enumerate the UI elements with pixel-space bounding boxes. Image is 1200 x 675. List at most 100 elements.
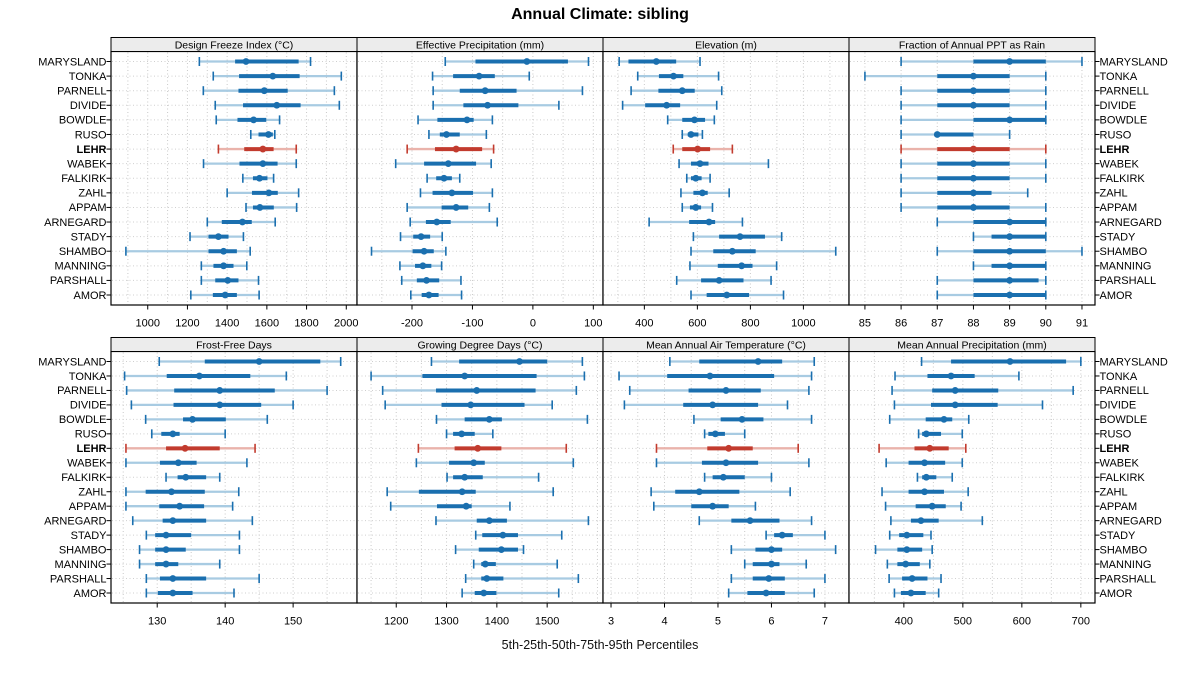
percentile-row-appam <box>884 501 962 511</box>
median-dot <box>691 116 698 124</box>
percentile-row-amor <box>190 290 260 300</box>
strip-header <box>848 37 1096 52</box>
panel-mean-annual-precipitation: Mean Annual Precipitation (mm) 400 500 600 7… <box>848 337 1096 628</box>
percentile-row-arnegard <box>206 217 276 227</box>
site-label-left-amor: AMOR <box>74 290 107 302</box>
median-dot <box>452 145 460 153</box>
percentile-row-lehr <box>878 443 967 453</box>
median-dot <box>722 459 730 467</box>
percentile-row-parshall <box>200 275 260 285</box>
median-dot <box>255 358 263 365</box>
median-dot <box>425 291 433 299</box>
median-dot <box>523 58 531 65</box>
percentile-row-amor <box>690 290 785 300</box>
median-dot <box>168 488 175 496</box>
strip-title-frost-free-days: Frost-Free Days <box>196 339 272 351</box>
site-label-left-arnegard: ARNEGARD <box>44 515 106 527</box>
percentile-row-appam <box>900 202 1047 212</box>
site-label-left-parshall: PARSHALL <box>50 275 107 287</box>
site-label-right-ruso: RUSO <box>1100 129 1132 141</box>
percentile-row-amor <box>936 290 1047 300</box>
median-dot <box>709 401 717 409</box>
percentile-row-lehr <box>655 443 799 453</box>
axis-tick-label: 1800 <box>294 318 318 330</box>
median-dot <box>951 401 959 409</box>
site-label-right-wabek: WABEK <box>1100 458 1140 470</box>
median-dot <box>970 72 977 80</box>
median-dot <box>433 218 441 226</box>
percentile-row-falkirk <box>165 472 221 482</box>
median-dot <box>695 488 703 496</box>
median-dot <box>483 575 491 582</box>
site-label-right-parshall: PARSHALL <box>1100 275 1157 287</box>
percentile-row-tonka <box>431 71 531 81</box>
median-dot <box>902 560 910 568</box>
percentile-row-divide <box>623 400 789 410</box>
median-dot <box>497 546 505 553</box>
median-dot <box>215 233 222 241</box>
percentile-row-manning <box>689 261 778 271</box>
percentile-row-appam <box>245 202 298 212</box>
site-label-right-parnell: PARNELL <box>1100 385 1149 397</box>
percentile-row-marysland <box>920 357 1082 366</box>
site-label-right-bowdle: BOWDLE <box>1100 414 1148 426</box>
median-dot <box>419 262 427 270</box>
axis-tick-label: 100 <box>584 318 602 330</box>
median-dot <box>1006 277 1014 284</box>
percentile-row-bowdle <box>888 414 970 424</box>
site-label-left-manning: MANNING <box>55 261 107 273</box>
percentile-row-stady <box>189 232 245 242</box>
site-label-right-wabek: WABEK <box>1100 158 1140 170</box>
percentile-row-tonka <box>212 71 343 81</box>
median-dot <box>768 560 775 568</box>
median-dot <box>1006 358 1014 365</box>
site-label-left-lehr: LEHR <box>77 144 107 156</box>
median-dot <box>696 160 704 168</box>
axis-tick-label: 91 <box>1076 318 1088 330</box>
percentile-row-zahl <box>419 188 494 198</box>
axis-tick-label: 5 <box>715 616 721 628</box>
median-dot <box>169 575 177 582</box>
site-label-right-amor: AMOR <box>1100 290 1133 302</box>
median-dot <box>182 473 190 481</box>
median-dot <box>458 430 466 438</box>
median-dot <box>922 473 930 481</box>
median-dot <box>670 72 677 80</box>
site-label-right-parshall: PARSHALL <box>1100 573 1157 585</box>
site-label-left-shambo: SHAMBO <box>59 246 107 258</box>
median-dot <box>239 218 246 226</box>
strip-title-elevation: Elevation (m) <box>695 39 757 51</box>
site-label-right-arnegard: ARNEGARD <box>1100 515 1162 527</box>
percentile-row-parshall <box>888 574 942 584</box>
site-label-right-tonka: TONKA <box>1100 371 1138 383</box>
median-dot <box>970 160 977 168</box>
median-dot <box>265 189 273 197</box>
percentile-row-manning <box>886 559 931 569</box>
median-dot <box>663 101 671 109</box>
median-dot <box>970 174 977 182</box>
median-dot <box>224 277 232 284</box>
site-label-left-zahl: ZAHL <box>78 188 106 200</box>
site-label-left-lehr: LEHR <box>77 443 107 455</box>
axis-tick-label: 87 <box>931 318 943 330</box>
axis-tick-label: 7 <box>822 616 828 628</box>
axis-tick-label: 2000 <box>334 318 358 330</box>
chart-title: Annual Climate: sibling <box>511 6 689 23</box>
percentile-row-wabek <box>125 458 248 468</box>
site-label-left-wabek: WABEK <box>67 458 107 470</box>
median-dot <box>259 160 267 168</box>
median-dot <box>765 575 773 582</box>
site-label-right-manning: MANNING <box>1100 261 1152 273</box>
median-dot <box>169 517 177 525</box>
panel-elevation: Elevation (m) 400 600 800 1000 <box>602 37 850 330</box>
axis-tick-label: 1200 <box>175 318 199 330</box>
percentile-row-appam <box>125 501 234 511</box>
median-dot <box>933 131 941 138</box>
percentile-row-shambo <box>730 545 837 555</box>
site-label-left-appam: APPAM <box>69 202 107 214</box>
median-dot <box>738 415 746 423</box>
percentile-row-appam <box>681 202 714 212</box>
median-dot <box>907 589 915 597</box>
percentile-row-shambo <box>370 246 447 256</box>
